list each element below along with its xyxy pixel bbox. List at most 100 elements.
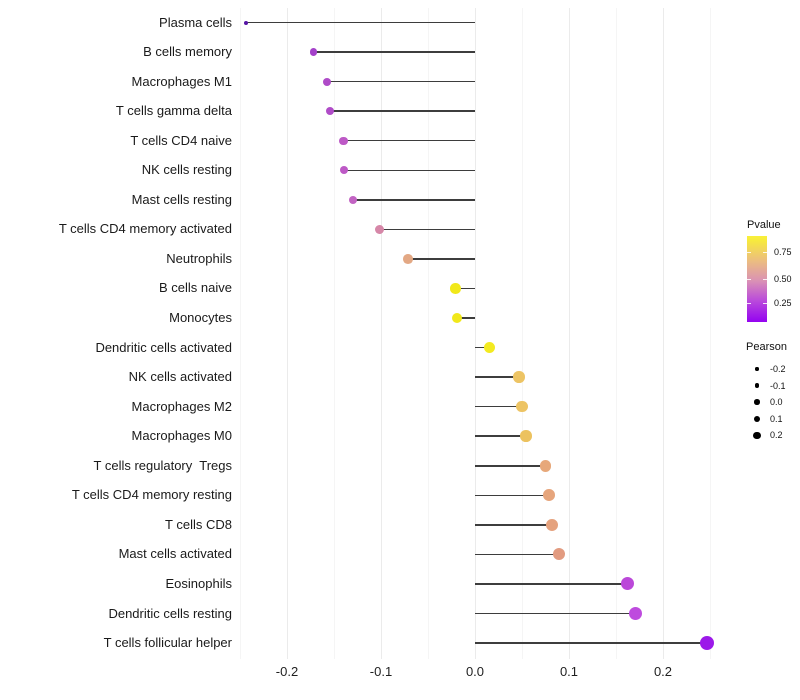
- pearson-legend-title: Pearson: [746, 341, 787, 353]
- lollipop-dot: [449, 283, 461, 294]
- lollipop-dot: [543, 489, 556, 502]
- row-label: Dendritic cells resting: [108, 605, 232, 621]
- lollipop-dot: [323, 77, 332, 86]
- x-tick-label: 0.0: [465, 664, 485, 679]
- pvalue-legend-title: Pvalue: [747, 219, 781, 231]
- pearson-size-dot: [755, 367, 759, 371]
- lollipop-stem: [475, 465, 546, 467]
- lollipop-dot: [513, 371, 525, 383]
- gridline-major: [663, 8, 664, 659]
- lollipop-dot: [620, 577, 634, 591]
- lollipop-stem: [475, 583, 628, 585]
- gridline-major: [381, 8, 382, 659]
- pearson-size-dot: [754, 383, 760, 388]
- lollipop-dot: [520, 430, 532, 442]
- lollipop-stem: [330, 110, 475, 112]
- row-label: Macrophages M2: [131, 398, 232, 414]
- row-label: Macrophages M0: [131, 428, 232, 444]
- x-tick-label: -0.1: [369, 664, 393, 679]
- row-label: Mast cells resting: [131, 191, 232, 207]
- lollipop-stem: [408, 258, 475, 260]
- pearson-size-label: 0.1: [770, 413, 783, 424]
- row-label: T cells CD4 memory resting: [71, 487, 232, 503]
- lollipop-stem: [457, 317, 475, 319]
- lollipop-stem: [344, 169, 475, 171]
- row-label: Plasma cells: [159, 14, 232, 30]
- row-label: T cells CD4 memory activated: [58, 221, 232, 237]
- row-label: T cells regulatory Tregs: [93, 457, 232, 473]
- pearson-size-dot: [753, 431, 761, 440]
- lollipop-dot: [451, 312, 463, 324]
- lollipop-dot: [403, 254, 414, 264]
- colorbar-tick: [763, 279, 767, 280]
- pearson-size-label: 0.0: [770, 397, 783, 408]
- lollipop-stem: [455, 287, 475, 290]
- lollipop-dot: [539, 459, 552, 472]
- colorbar-tick-label: 0.25: [774, 298, 792, 309]
- colorbar-tick-label: 0.50: [774, 274, 792, 284]
- lollipop-dot: [629, 606, 643, 621]
- row-label: NK cells resting: [141, 162, 232, 178]
- pvalue-colorbar: [747, 236, 767, 322]
- x-tick-label: 0.1: [559, 664, 579, 679]
- colorbar-tick: [763, 303, 767, 305]
- lollipop-dot: [243, 20, 248, 25]
- lollipop-dot: [309, 48, 318, 56]
- row-label: T cells gamma delta: [115, 103, 232, 119]
- gridline-minor: [522, 8, 523, 659]
- row-label: Macrophages M1: [131, 73, 232, 89]
- row-label: NK cells activated: [128, 369, 232, 385]
- colorbar-tick: [763, 252, 767, 254]
- lollipop-stem: [475, 346, 490, 349]
- lollipop-dot: [326, 107, 335, 116]
- lollipop-dot: [348, 195, 358, 205]
- x-tick-label: 0.2: [653, 664, 673, 679]
- lollipop-stem: [475, 612, 636, 615]
- gridline-minor: [240, 8, 241, 659]
- gridline-minor: [710, 8, 711, 659]
- lollipop-dot: [700, 635, 715, 651]
- row-label: Monocytes: [169, 310, 232, 325]
- row-label: Eosinophils: [165, 575, 233, 591]
- lollipop-stem: [475, 524, 553, 526]
- pearson-size-label: -0.1: [770, 380, 786, 391]
- lollipop-stem: [327, 80, 475, 83]
- colorbar-tick: [747, 279, 751, 280]
- row-label: T cells CD4 naive: [130, 132, 232, 148]
- gridline-minor: [334, 8, 335, 659]
- gridline-major: [287, 8, 288, 659]
- pearson-size-dot: [754, 399, 760, 405]
- gridline-major: [475, 8, 476, 659]
- lollipop-dot: [516, 400, 528, 413]
- lollipop-dot: [340, 166, 349, 175]
- lollipop-stem: [475, 553, 559, 556]
- row-label: T cells follicular helper: [103, 635, 232, 651]
- colorbar-tick: [747, 252, 751, 254]
- lollipop-dot: [546, 518, 559, 531]
- row-label: Dendritic cells activated: [95, 339, 232, 355]
- row-label: B cells memory: [143, 44, 232, 60]
- lollipop-stem: [475, 376, 520, 378]
- gridline-minor: [616, 8, 617, 659]
- lollipop-dot: [552, 548, 565, 561]
- row-label: T cells CD8: [165, 516, 232, 532]
- colorbar-tick: [747, 303, 751, 305]
- gridline-minor: [428, 8, 429, 659]
- gridline-major: [569, 8, 570, 659]
- lollipop-stem: [379, 228, 475, 231]
- lollipop-stem: [475, 642, 708, 644]
- lollipop-stem: [313, 51, 475, 53]
- pearson-size-label: 0.2: [770, 430, 783, 441]
- colorbar-tick-label: 0.75: [774, 247, 792, 258]
- x-tick-label: -0.2: [275, 664, 299, 679]
- lollipop-stem: [475, 435, 526, 437]
- lollipop-stem: [352, 199, 475, 201]
- row-label: Neutrophils: [166, 250, 232, 266]
- pearson-size-label: -0.2: [770, 364, 786, 374]
- row-label: B cells naive: [159, 280, 232, 296]
- lollipop-stem: [343, 139, 475, 142]
- pearson-size-dot: [753, 415, 761, 423]
- lollipop-stem: [475, 405, 522, 408]
- lollipop-stem: [475, 494, 550, 497]
